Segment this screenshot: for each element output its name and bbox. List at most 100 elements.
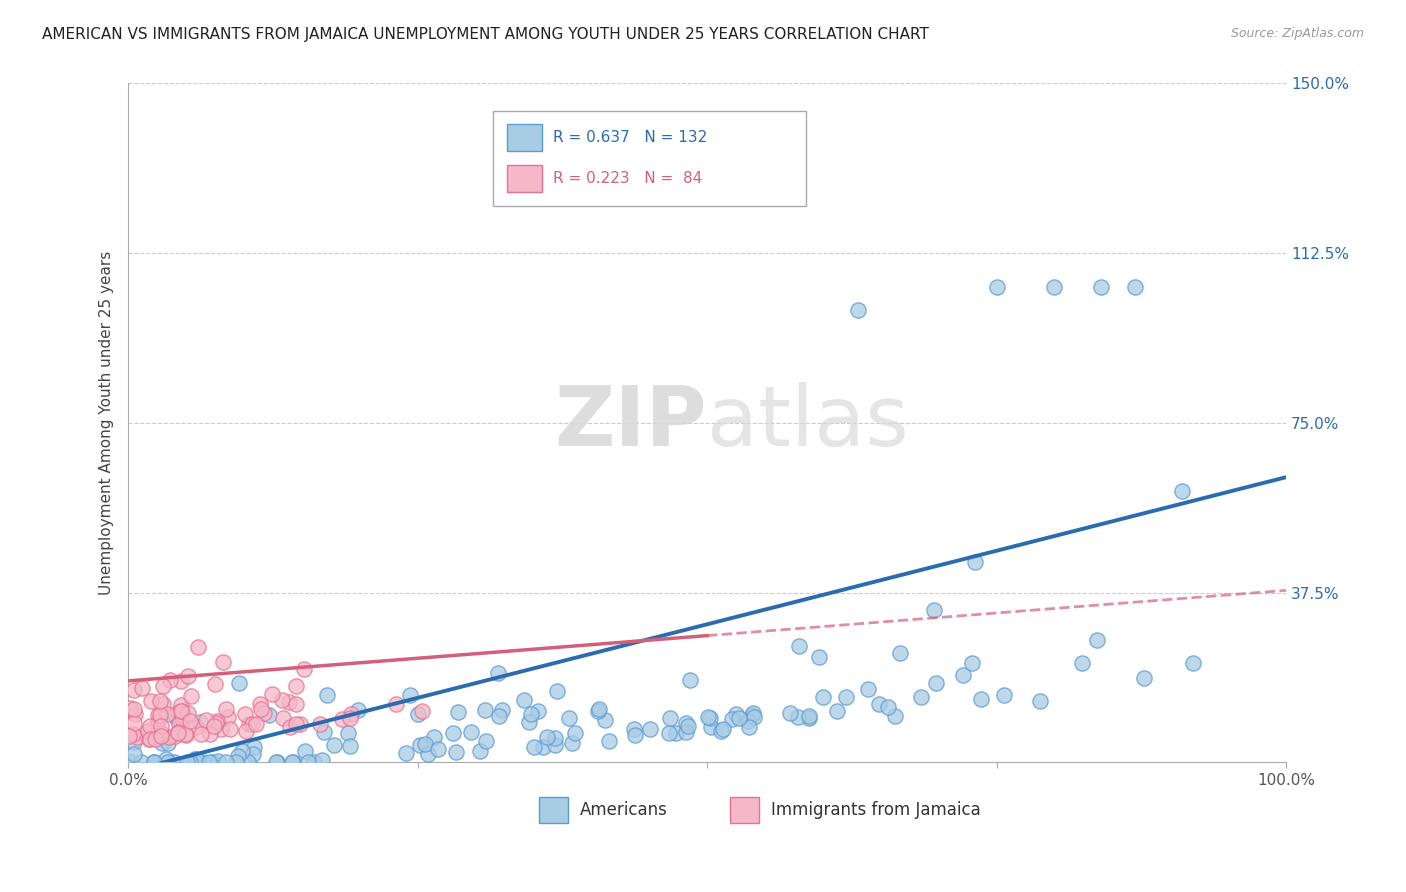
Point	[249, 702, 271, 716]
Point	[177, 669, 200, 683]
Point	[876, 700, 898, 714]
Point	[797, 711, 820, 725]
Point	[721, 712, 744, 726]
Point	[336, 726, 359, 740]
Point	[710, 723, 733, 738]
Point	[491, 703, 513, 717]
Point	[172, 708, 194, 723]
Point	[118, 729, 141, 743]
Y-axis label: Unemployment Among Youth under 25 years: Unemployment Among Youth under 25 years	[100, 251, 114, 595]
Point	[659, 711, 682, 725]
Point	[1171, 483, 1194, 498]
Point	[170, 698, 193, 712]
Point	[696, 709, 718, 723]
Point	[122, 747, 145, 761]
Point	[184, 755, 207, 769]
Point	[725, 707, 748, 722]
Point	[675, 725, 697, 739]
Point	[797, 708, 820, 723]
Point	[444, 745, 467, 759]
Point	[149, 730, 172, 744]
Point	[339, 711, 361, 725]
Point	[195, 713, 218, 727]
FancyBboxPatch shape	[494, 111, 806, 206]
Point	[152, 679, 174, 693]
Point	[676, 719, 699, 733]
Point	[738, 720, 761, 734]
Point	[184, 720, 207, 734]
Point	[233, 707, 256, 722]
Point	[174, 728, 197, 742]
Point	[209, 722, 232, 736]
Point	[699, 711, 721, 725]
Point	[242, 747, 264, 761]
Point	[285, 697, 308, 711]
Point	[156, 736, 179, 750]
Point	[447, 705, 470, 719]
Point	[141, 694, 163, 708]
Point	[1085, 632, 1108, 647]
Point	[786, 710, 808, 724]
Point	[266, 756, 288, 770]
Point	[120, 756, 142, 770]
Point	[179, 756, 201, 770]
Point	[124, 735, 146, 749]
Point	[488, 709, 510, 723]
Point	[470, 744, 492, 758]
Point	[207, 755, 229, 769]
Point	[711, 722, 734, 736]
Bar	[506, 124, 541, 152]
Point	[339, 739, 361, 753]
Point	[1133, 672, 1156, 686]
Point	[131, 681, 153, 695]
Point	[779, 706, 801, 720]
Point	[176, 706, 198, 720]
Bar	[506, 165, 541, 192]
Point	[962, 656, 984, 670]
Point	[544, 738, 567, 752]
Point	[418, 747, 440, 762]
Point	[564, 726, 586, 740]
Point	[527, 704, 550, 718]
Point	[1125, 280, 1147, 294]
Point	[204, 677, 226, 691]
Point	[787, 639, 810, 653]
Point	[742, 710, 765, 724]
Point	[253, 706, 276, 720]
Point	[415, 737, 437, 751]
Point	[260, 687, 283, 701]
Point	[323, 738, 346, 752]
Point	[408, 706, 430, 721]
Text: Americans: Americans	[579, 801, 668, 819]
Point	[441, 725, 464, 739]
Point	[665, 726, 688, 740]
Point	[143, 756, 166, 770]
Point	[884, 709, 907, 723]
Point	[285, 680, 308, 694]
Point	[658, 726, 681, 740]
Point	[139, 732, 162, 747]
Point	[297, 756, 319, 770]
Point	[835, 690, 858, 705]
Text: Source: ZipAtlas.com: Source: ZipAtlas.com	[1230, 27, 1364, 40]
Point	[127, 730, 149, 744]
Point	[561, 736, 583, 750]
Point	[426, 741, 449, 756]
Point	[231, 744, 253, 758]
Point	[174, 727, 197, 741]
Point	[346, 703, 368, 717]
Point	[1071, 656, 1094, 670]
Point	[152, 697, 174, 711]
Point	[1090, 280, 1112, 294]
Point	[640, 722, 662, 736]
Text: ZIP: ZIP	[554, 383, 707, 464]
Point	[311, 753, 333, 767]
Point	[558, 711, 581, 725]
Point	[238, 756, 260, 770]
Point	[675, 716, 697, 731]
Point	[136, 723, 159, 738]
Point	[411, 705, 433, 719]
Point	[149, 707, 172, 722]
Point	[197, 756, 219, 770]
Point	[858, 681, 880, 696]
